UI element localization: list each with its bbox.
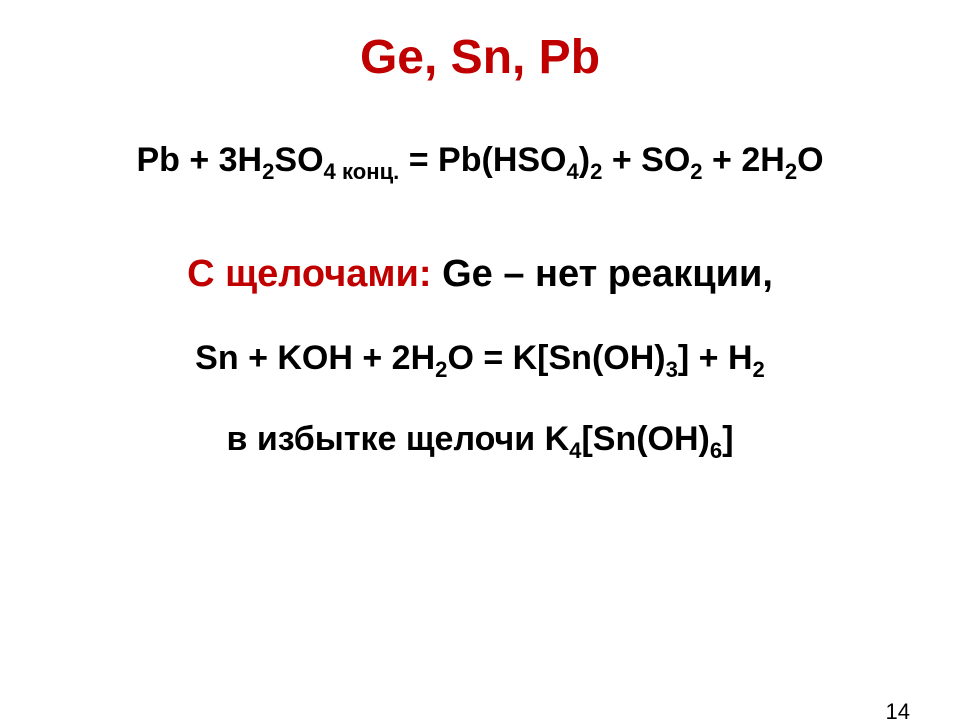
page-number: 14 — [886, 699, 910, 720]
alkali-line: С щелочами: Ge – нет реакции, — [0, 246, 960, 303]
slide: Ge, Sn, Pb Pb + 3H2SO4 конц. = Pb(HSO4)2… — [0, 30, 960, 720]
slide-title: Ge, Sn, Pb — [0, 30, 960, 85]
alkali-rest: Ge – нет реакции, — [432, 253, 773, 295]
equation-1: Pb + 3H2SO4 конц. = Pb(HSO4)2 + SO2 + 2H… — [0, 135, 960, 186]
equation-3: в избытке щелочи K4[Sn(OH)6] — [0, 414, 960, 465]
equation-2: Sn + KOH + 2H2O = K[Sn(OH)3] + H2 — [0, 333, 960, 384]
alkali-highlight: С щелочами: — [187, 253, 431, 295]
